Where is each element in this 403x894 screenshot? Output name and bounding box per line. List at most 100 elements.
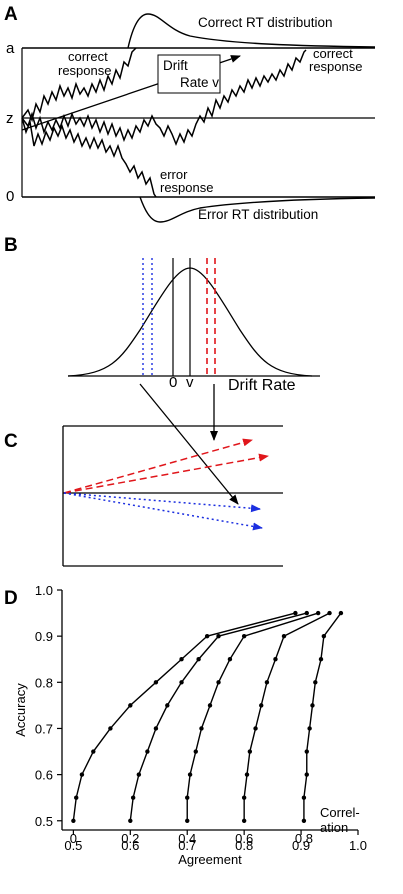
data-point — [241, 818, 247, 823]
series-label: 0.4 — [178, 831, 196, 846]
correct-response-left-label-line1: correct — [68, 49, 108, 64]
data-point — [128, 818, 133, 823]
data-point — [241, 795, 247, 800]
correct-response-left-label-line2: response — [58, 63, 111, 78]
error-rt-distribution-curve — [139, 196, 376, 223]
correlation-label-line2: ation — [320, 820, 348, 835]
zero-label: 0 — [169, 374, 177, 391]
data-point — [130, 795, 136, 800]
data-point — [185, 795, 190, 800]
series-label: 0 — [70, 831, 77, 846]
data-point — [216, 680, 221, 685]
boundary-a-label: a — [6, 40, 15, 57]
y-tick-label: 0.6 — [35, 768, 53, 783]
data-point — [315, 610, 321, 616]
data-point — [338, 610, 344, 616]
data-point — [136, 772, 142, 777]
x-tick-label: 0.6 — [121, 838, 139, 853]
series-label: 0.6 — [235, 831, 253, 846]
data-point — [227, 657, 233, 662]
arrow-b-to-c-diagonal — [139, 383, 239, 505]
series-label: 0.2 — [121, 831, 139, 846]
data-point — [304, 772, 309, 777]
panel-c-label: C — [4, 431, 18, 452]
panel-d: D 0.5 0.6 0.7 0.8 0.9 1.00.50.60.70.80.91.0Ag… — [4, 583, 367, 867]
panel-a-label: A — [4, 4, 18, 25]
data-point — [128, 703, 133, 708]
data-point — [179, 680, 184, 685]
data-point — [153, 726, 159, 731]
data-point — [153, 680, 159, 685]
data-point — [179, 657, 184, 662]
data-point — [108, 726, 113, 731]
data-point — [185, 818, 190, 823]
data-point — [91, 749, 96, 754]
x-tick-label: 0.5 — [64, 838, 82, 853]
data-point — [318, 657, 324, 662]
drift-rate-axis-label: Drift Rate — [228, 377, 296, 394]
data-point — [74, 795, 79, 800]
data-point — [273, 657, 278, 662]
error-response-label-line1: error — [160, 167, 188, 182]
data-point — [304, 749, 309, 754]
data-point — [310, 703, 315, 708]
series-line — [243, 612, 330, 821]
data-point — [313, 680, 318, 685]
data-point — [301, 795, 307, 800]
data-point — [301, 818, 307, 823]
data-point — [281, 633, 287, 639]
x-axis-label: Agreement — [178, 852, 242, 867]
walk-correct-right — [21, 49, 307, 147]
boundary-0-label: 0 — [6, 188, 14, 205]
drift-rate-box — [157, 54, 221, 94]
data-point — [145, 749, 150, 754]
data-point — [259, 703, 264, 708]
data-point — [327, 610, 332, 616]
y-axis-label: Accuracy — [13, 683, 28, 737]
y-tick-label: 1.0 — [35, 583, 53, 598]
data-point — [165, 703, 170, 708]
drift-rate-label-line2: Rate v — [180, 75, 219, 90]
y-tick-label: 0.8 — [35, 675, 53, 690]
data-point — [193, 749, 198, 754]
blue-drift-arrow-2 — [63, 492, 263, 531]
data-point — [204, 633, 210, 639]
correct-response-right-label-line2: response — [309, 59, 362, 74]
error-rt-distribution-label: Error RT distribution — [198, 207, 318, 222]
data-point — [207, 703, 213, 708]
x-tick-label: 0.9 — [292, 838, 310, 853]
series-line — [72, 612, 296, 821]
walk-error — [21, 117, 157, 198]
series-line — [186, 612, 319, 821]
data-point — [187, 772, 193, 777]
correct-response-right-label-line1: correct — [313, 46, 353, 61]
y-tick-label: 0.5 — [35, 814, 53, 829]
data-point — [71, 818, 76, 823]
data-point — [196, 657, 201, 662]
data-point — [79, 772, 85, 777]
drift-rate-label-line1: Drift — [163, 58, 188, 73]
data-point — [304, 610, 309, 616]
error-response-label-line2: response — [160, 180, 213, 195]
data-point — [321, 633, 327, 639]
correct-rt-distribution-label: Correct RT distribution — [198, 15, 333, 30]
panel-a: A Correct RT distribution a z 0 Error RT… — [4, 4, 376, 223]
correct-rt-distribution-curve — [127, 13, 376, 49]
start-z-label: z — [6, 110, 14, 127]
red-drift-arrow-2 — [63, 453, 269, 494]
data-point — [253, 726, 258, 731]
data-point — [247, 749, 253, 754]
y-tick-label: 0.7 — [35, 721, 53, 736]
walk-correct-left — [21, 47, 137, 123]
x-tick-label: 0.7 — [178, 838, 196, 853]
data-point — [216, 633, 221, 639]
correlation-label-line1: Correl- — [320, 805, 360, 820]
panel-b-label: B — [4, 235, 18, 256]
data-point — [199, 726, 204, 731]
accuracy-agreement-chart: 0.5 0.6 0.7 0.8 0.9 1.00.50.60.70.80.91.0Agre… — [13, 583, 367, 867]
data-point — [244, 772, 250, 777]
x-tick-label: 1.0 — [349, 838, 367, 853]
series-line — [303, 612, 342, 821]
y-tick-label: 0.9 — [35, 629, 53, 644]
